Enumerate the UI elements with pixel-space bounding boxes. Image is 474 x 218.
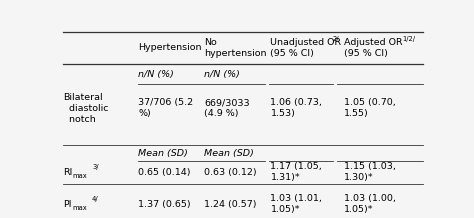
Text: 1.15 (1.03,
1.30)*: 1.15 (1.03, 1.30)* bbox=[344, 162, 396, 182]
Text: 1.03 (1.00,
1.05)*: 1.03 (1.00, 1.05)* bbox=[344, 194, 396, 214]
Text: Adjusted OR
(95 % CI): Adjusted OR (95 % CI) bbox=[344, 38, 402, 58]
Text: n/N (%): n/N (%) bbox=[138, 70, 174, 79]
Text: max: max bbox=[73, 173, 88, 179]
Text: RI: RI bbox=[63, 168, 73, 177]
Text: Hypertension: Hypertension bbox=[138, 43, 202, 53]
Text: Bilateral
  diastolic
  notch: Bilateral diastolic notch bbox=[63, 93, 109, 124]
Text: 1.24 (0.57): 1.24 (0.57) bbox=[204, 200, 257, 209]
Text: 1.37 (0.65): 1.37 (0.65) bbox=[138, 200, 191, 209]
Text: 1.06 (0.73,
1.53): 1.06 (0.73, 1.53) bbox=[271, 98, 322, 118]
Text: 0.63 (0.12): 0.63 (0.12) bbox=[204, 168, 257, 177]
Text: 37/706 (5.2
%): 37/706 (5.2 %) bbox=[138, 98, 193, 118]
Text: 3/: 3/ bbox=[92, 164, 99, 170]
Text: 1/2/: 1/2/ bbox=[402, 36, 415, 42]
Text: Mean (SD): Mean (SD) bbox=[204, 149, 254, 158]
Text: 2/: 2/ bbox=[332, 36, 339, 42]
Text: 4/: 4/ bbox=[91, 196, 98, 202]
Text: 1.03 (1.01,
1.05)*: 1.03 (1.01, 1.05)* bbox=[271, 194, 322, 214]
Text: Mean (SD): Mean (SD) bbox=[138, 149, 188, 158]
Text: PI: PI bbox=[63, 200, 72, 209]
Text: max: max bbox=[72, 205, 87, 211]
Text: 669/3033
(4.9 %): 669/3033 (4.9 %) bbox=[204, 98, 250, 118]
Text: 1.17 (1.05,
1.31)*: 1.17 (1.05, 1.31)* bbox=[271, 162, 322, 182]
Text: No
hypertension: No hypertension bbox=[204, 38, 267, 58]
Text: Unadjusted OR
(95 % CI): Unadjusted OR (95 % CI) bbox=[271, 38, 342, 58]
Text: n/N (%): n/N (%) bbox=[204, 70, 240, 79]
Text: 1.05 (0.70,
1.55): 1.05 (0.70, 1.55) bbox=[344, 98, 396, 118]
Text: 0.65 (0.14): 0.65 (0.14) bbox=[138, 168, 191, 177]
